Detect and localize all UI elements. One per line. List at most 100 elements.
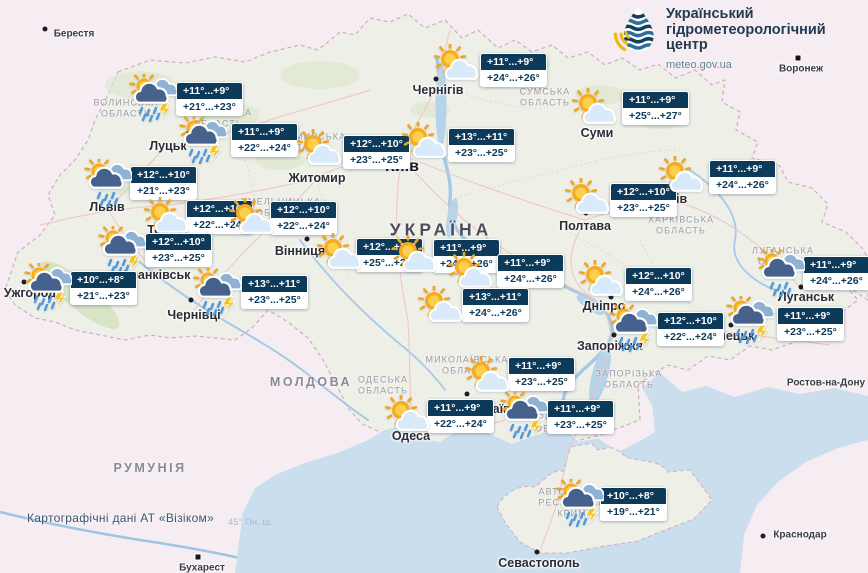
region-label-zhytomyrska: ОБЛАСТЬ [280,143,330,154]
region-label-odeska: ОБЛАСТЬ [358,385,408,396]
chernihiv-temp-bottom: +24°...+26° [481,70,546,86]
city-marker-mykolaiv [464,391,470,397]
uzhhorod-thunder-icon [24,260,74,312]
crimea-thunder-icon [556,476,606,528]
zhytomyr-sun-cloud-icon [294,127,342,177]
uhmc-logo: Український гідрометеорологічний центр m… [610,4,826,71]
uzhhorod-forecast-badge: +10°...+8° +21°...+23° [70,271,137,305]
region-label-zhytomyrska: ЖИТОМИРСЬКА [263,131,347,142]
region-label-sumska: СУМСЬКА [519,86,571,97]
region-label-volynska: ОБЛАСТЬ [101,108,151,119]
donetsk-temp-top: +11°...+9° [778,308,843,324]
volyn-temp-bottom: +21°...+23° [177,99,242,115]
org-name-line: Український [666,6,754,22]
city-label-odesa: Одеса [391,429,431,443]
uhmc-logo-text: Український гідрометеорологічний центр m… [666,4,826,71]
kharkiv-temp-bottom: +24°...+26° [710,177,775,193]
poltava-temp-bottom: +23°...+25° [611,200,676,216]
khmelnytskyi-forecast-badge: +12°...+10° +22°...+24° [270,201,337,235]
zhytomyr-temp-bottom: +23°...+25° [344,152,409,168]
zhytomyr-forecast-badge: +12°...+10° +23°...+25° [343,135,410,169]
zaporizhzhia-temp-top: +12°...+10° [658,313,723,329]
kremenchuk-forecast-badge: +11°...+9° +24°...+26° [497,254,564,288]
crimea-temp-bottom: +19°...+21° [601,504,666,520]
city-label-frankivsk: Франківськ [119,268,191,282]
donetsk-temp-bottom: +23°...+25° [778,324,843,340]
website-link[interactable]: meteo.gov.ua [666,58,732,71]
city-label-vinnytsia: Вінниця [274,244,326,258]
city-label-dnipro: Дніпро [582,299,626,313]
mykolaiv-temp-bottom: +23°...+25° [509,374,574,390]
kyiv-sun-cloud-icon [399,120,447,170]
ivano-frankivsk-forecast-badge: +12°...+10° +23°...+25° [145,233,212,267]
lutsk-thunder-icon [179,113,229,165]
city-marker-chernihiv [433,76,439,82]
luhansk-temp-top: +11°...+9° [804,257,868,273]
odesa-forecast-badge: +11°...+9° +22°...+24° [427,399,494,433]
volyn-forecast-badge: +11°...+9° +21°...+23° [176,82,243,116]
kherson-forecast-badge: +11°...+9° +23°...+25° [547,400,614,434]
city-marker-bukharest [194,553,202,561]
city-marker-voronezh [794,54,802,62]
chernihiv-temp-top: +11°...+9° [481,54,546,70]
kyiv-temp-bottom: +23°...+25° [449,145,514,161]
city-marker-chernivtsi [188,297,194,303]
region-label-mykolaivska: МИКОЛАЇВСЬКА [425,354,509,365]
chernivtsi-temp-bottom: +23°...+25° [242,292,307,308]
region-label-volynska: ВОЛИНСЬКА [93,97,159,108]
uzhhorod-temp-bottom: +21°...+23° [71,288,136,304]
kropyvnytskyi-sun-cloud-icon [415,284,463,334]
kherson-thunder-icon [500,388,550,440]
zaporizhzhia-temp-bottom: +22°...+24° [658,329,723,345]
roads [39,29,831,554]
city-label-chernihiv: Чернігів [412,83,464,97]
city-marker-luhansk [798,284,804,290]
luhansk-forecast-badge: +11°...+9° +24°...+26° [803,256,868,290]
chernivtsi-thunder-icon [193,265,243,317]
dnipro-temp-top: +12°...+10° [626,268,691,284]
kherson-temp-bottom: +23°...+25° [548,417,613,433]
kyiv-forecast-badge: +13°...+11° +23°...+25° [448,128,515,162]
mykolaiv-forecast-badge: +11°...+9° +23°...+25° [508,357,575,391]
mykolaiv-temp-top: +11°...+9° [509,358,574,374]
cherkasy-temp-top: +11°...+9° [434,240,499,256]
zaporizhzhia-forecast-badge: +12°...+10° +22°...+24° [657,312,724,346]
kyiv-temp-top: +13°...+11° [449,129,514,145]
kropyvnytskyi-forecast-badge: +13°...+11° +24°...+26° [462,288,529,322]
vinnytsia-sun-cloud-icon [314,231,362,281]
khmelnytskyi-sun-cloud-icon [226,196,274,246]
city-label-poltava: Полтава [559,219,611,233]
region-label-krym: КРИМ [557,508,587,519]
ivano-frankivsk-temp-top: +12°...+10° [146,234,211,250]
volyn-thunder-icon [129,71,179,123]
country-label-ukraine: УКРАЇНА [389,219,493,240]
region-label-luhanska: ЛУГАНСЬКА [752,245,814,256]
city-marker-dnipro [608,294,614,300]
region-label-zaporizka: ОБЛАСТЬ [604,379,654,390]
sumy-temp-top: +11°...+9° [623,92,688,108]
chernihiv-sun-cloud-icon [431,42,479,92]
ivano-frankivsk-thunder-icon [98,223,148,275]
ternopil-forecast-badge: +12°...+10° +22°...+24° [186,200,253,234]
ternopil-temp-top: +12°...+10° [187,201,252,217]
kharkiv-forecast-badge: +11°...+9° +24°...+26° [709,160,776,194]
region-label-sumska: ОБЛАСТЬ [520,97,570,108]
khmelnytskyi-temp-top: +12°...+10° [271,202,336,218]
kherson-temp-top: +11°...+9° [548,401,613,417]
kremenchuk-temp-top: +11°...+9° [498,255,563,271]
org-name-line: центр [666,37,708,53]
country-label-moldova: МОЛДОВА [269,375,353,389]
city-marker-vinnytsia [304,236,310,242]
map-attribution: Картографічні дані АТ «Візіком» [27,511,215,525]
odesa-temp-bottom: +22°...+24° [428,416,493,432]
kropyvnytskyi-temp-bottom: +24°...+26° [463,305,528,321]
zaporizhzhia-thunder-icon [609,301,659,353]
kremenchuk-temp-bottom: +24°...+26° [498,271,563,287]
uhmc-droplet-icon [613,7,654,52]
luhansk-temp-bottom: +24°...+26° [804,273,868,289]
city-marker-zaporizhzhia [611,332,617,338]
sumy-sun-cloud-icon [569,86,617,136]
city-label-zaporizhzhia: Запоріжжя [576,339,644,353]
lutsk-temp-bottom: +22°...+24° [232,140,297,156]
